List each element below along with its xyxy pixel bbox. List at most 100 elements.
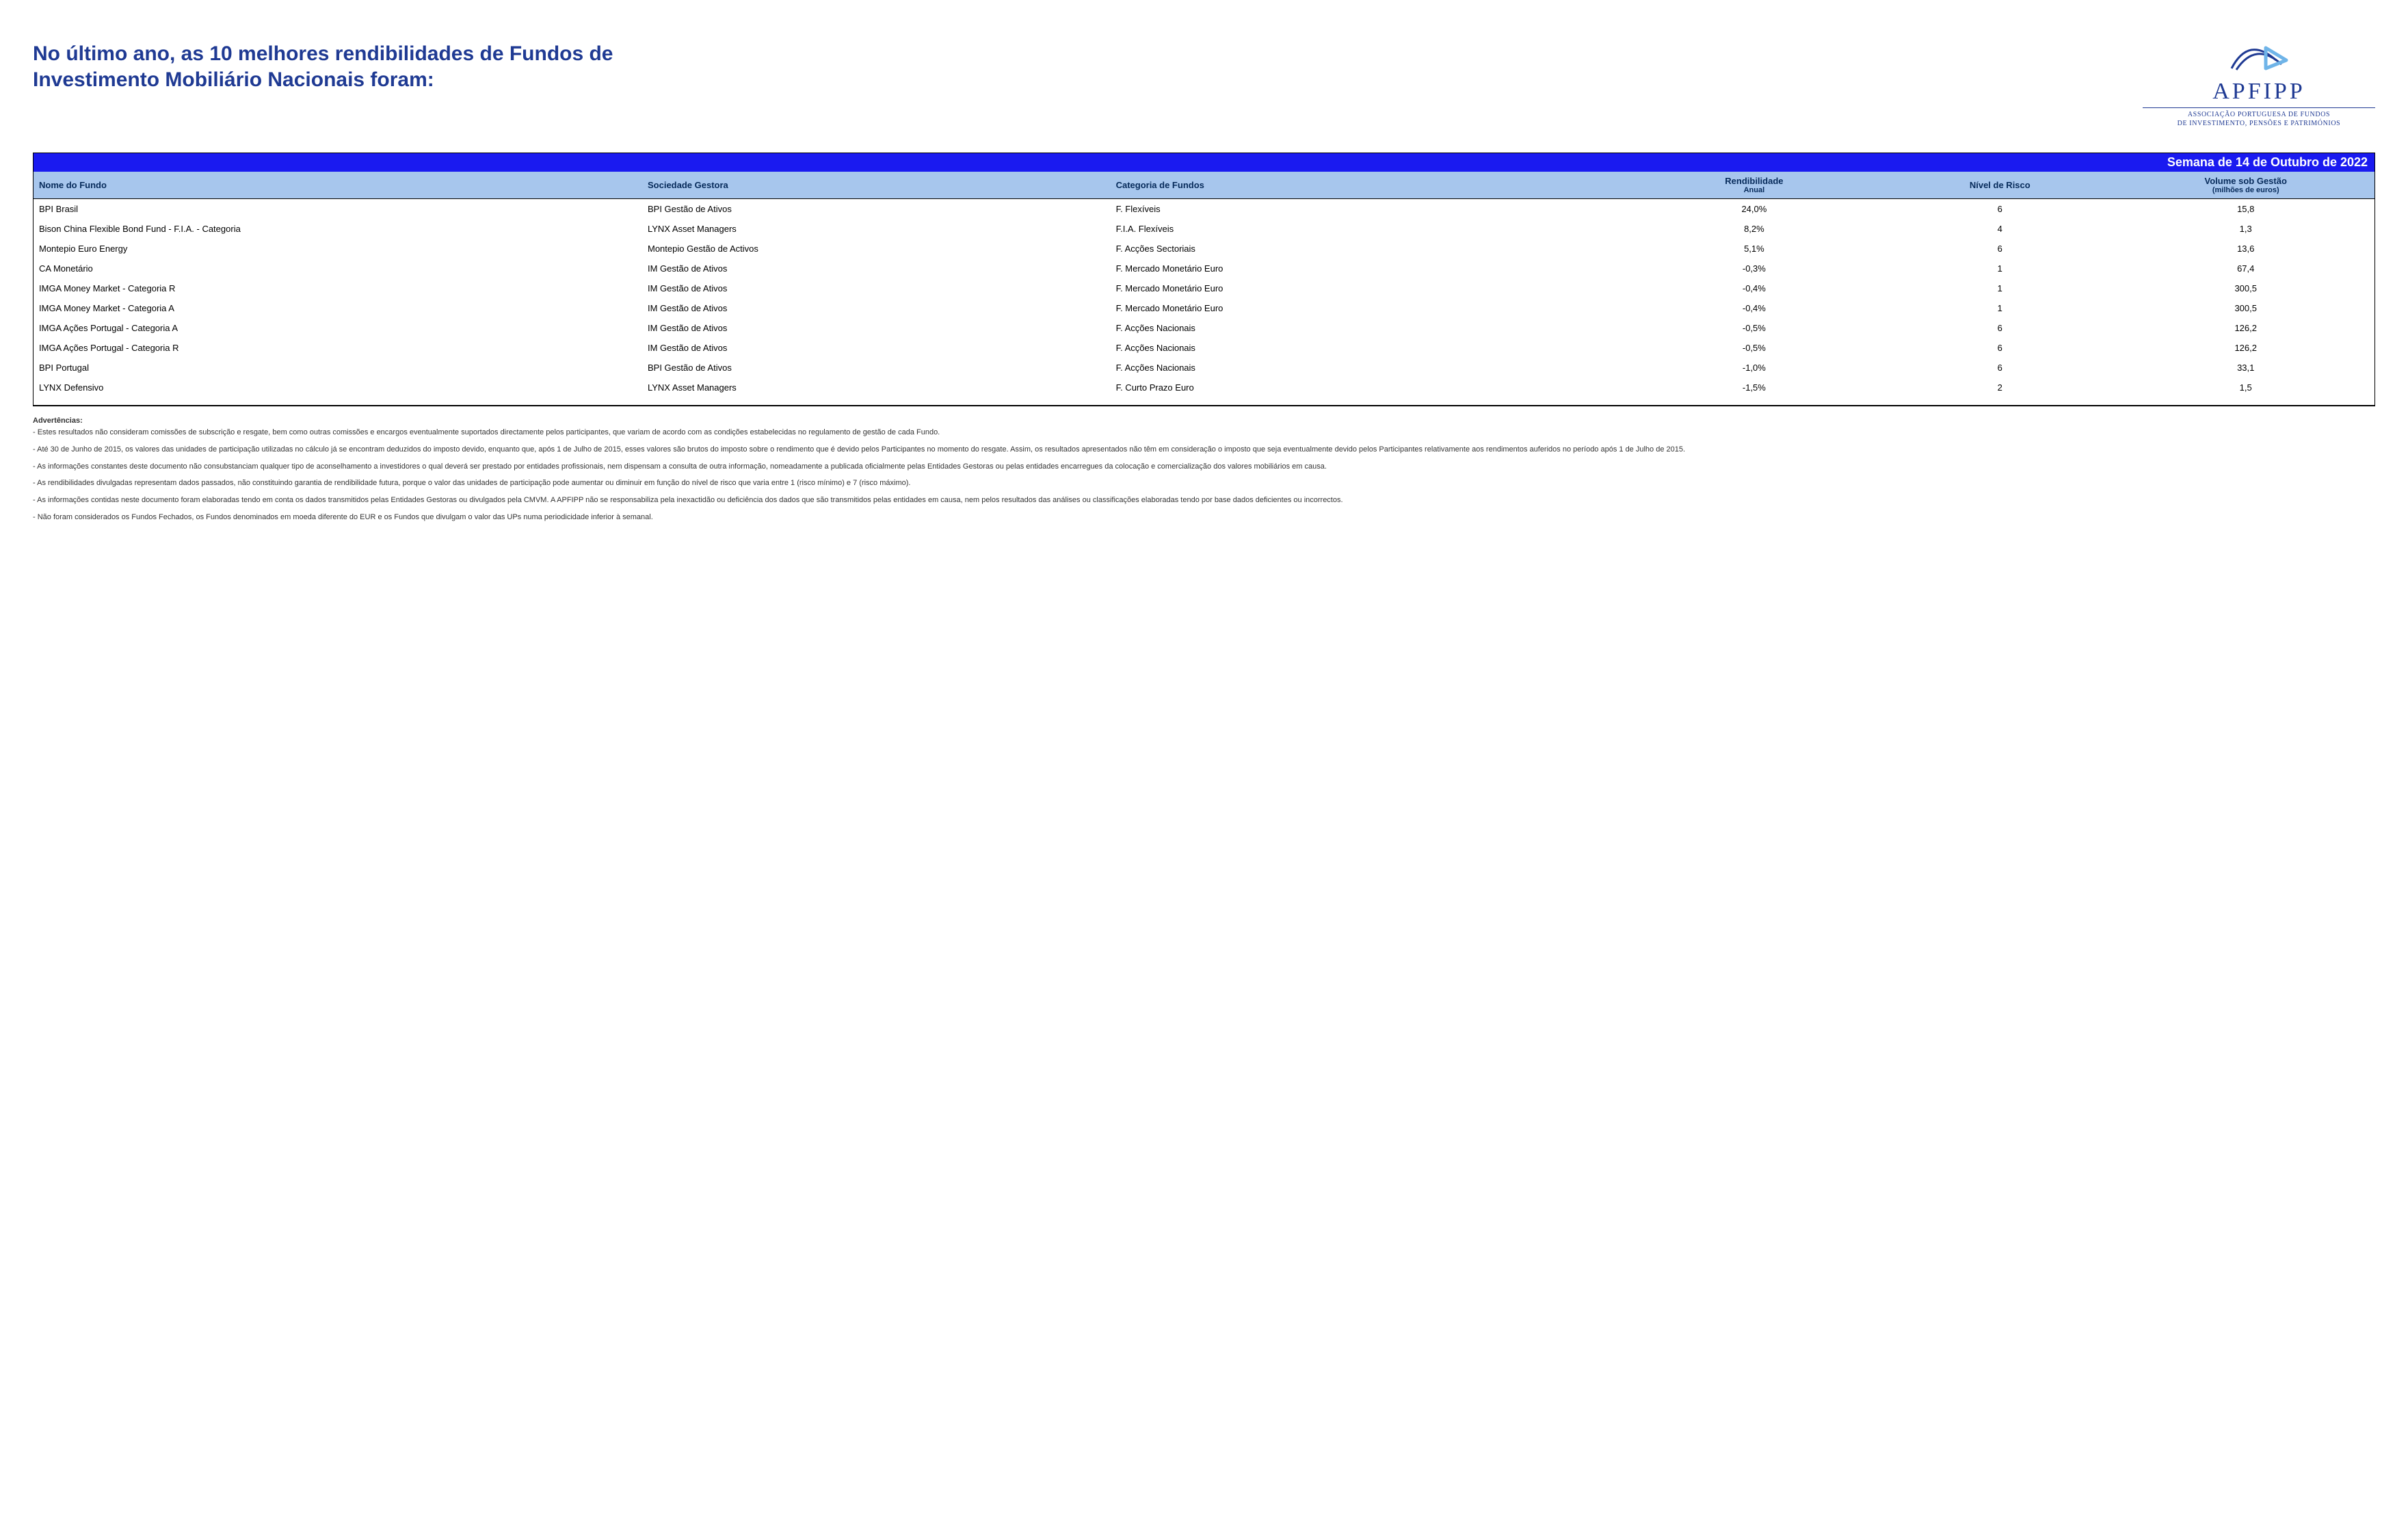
cell-yield: -1,0%: [1626, 358, 1883, 378]
col-header-volume-line1: Volume sob Gestão: [2205, 176, 2287, 186]
cell-volume: 1,5: [2117, 378, 2374, 405]
col-header-company: Sociedade Gestora: [642, 172, 1111, 199]
cell-volume: 300,5: [2117, 298, 2374, 318]
cell-volume: 15,8: [2117, 199, 2374, 220]
cell-volume: 13,6: [2117, 239, 2374, 259]
cell-fund-name: BPI Brasil: [34, 199, 642, 220]
table-row: IMGA Money Market - Categoria AIM Gestão…: [34, 298, 2374, 318]
col-header-yield-line1: Rendibilidade: [1725, 176, 1783, 186]
warning-item: - As informações constantes deste docume…: [33, 462, 2375, 472]
cell-company: IM Gestão de Ativos: [642, 278, 1111, 298]
cell-yield: -0,5%: [1626, 338, 1883, 358]
cell-category: F. Acções Nacionais: [1111, 338, 1626, 358]
cell-category: F. Acções Sectoriais: [1111, 239, 1626, 259]
cell-risk: 1: [1883, 259, 2117, 278]
col-header-yield: Rendibilidade Anual: [1626, 172, 1883, 199]
col-header-volume: Volume sob Gestão (milhões de euros): [2117, 172, 2374, 199]
table-row: IMGA Money Market - Categoria RIM Gestão…: [34, 278, 2374, 298]
cell-risk: 6: [1883, 239, 2117, 259]
cell-risk: 6: [1883, 358, 2117, 378]
col-header-name: Nome do Fundo: [34, 172, 642, 199]
cell-category: F. Mercado Monetário Euro: [1111, 259, 1626, 278]
cell-risk: 6: [1883, 338, 2117, 358]
warning-item: - As informações contidas neste document…: [33, 495, 2375, 506]
col-header-yield-line2: Anual: [1631, 186, 1878, 194]
table-row: Bison China Flexible Bond Fund - F.I.A. …: [34, 219, 2374, 239]
cell-company: IM Gestão de Ativos: [642, 338, 1111, 358]
cell-fund-name: Montepio Euro Energy: [34, 239, 642, 259]
warning-item: - Até 30 de Junho de 2015, os valores da…: [33, 445, 2375, 455]
table-row: IMGA Ações Portugal - Categoria AIM Gest…: [34, 318, 2374, 338]
cell-category: F. Curto Prazo Euro: [1111, 378, 1626, 405]
cell-yield: -0,4%: [1626, 298, 1883, 318]
week-band: Semana de 14 de Outubro de 2022: [34, 153, 2374, 172]
cell-fund-name: Bison China Flexible Bond Fund - F.I.A. …: [34, 219, 642, 239]
header-row: No último ano, as 10 melhores rendibilid…: [33, 41, 2375, 128]
cell-yield: -0,3%: [1626, 259, 1883, 278]
funds-table: Nome do Fundo Sociedade Gestora Categori…: [34, 172, 2374, 405]
cell-category: F.I.A. Flexíveis: [1111, 219, 1626, 239]
cell-company: IM Gestão de Ativos: [642, 318, 1111, 338]
warning-item: - As rendibilidades divulgadas represent…: [33, 478, 2375, 488]
cell-company: Montepio Gestão de Activos: [642, 239, 1111, 259]
cell-fund-name: IMGA Ações Portugal - Categoria R: [34, 338, 642, 358]
logo-icon: [2228, 41, 2290, 77]
cell-risk: 1: [1883, 278, 2117, 298]
logo-block: APFIPP ASSOCIAÇÃO PORTUGUESA DE FUNDOS D…: [2143, 41, 2375, 128]
cell-volume: 126,2: [2117, 318, 2374, 338]
table-row: BPI PortugalBPI Gestão de AtivosF. Acçõe…: [34, 358, 2374, 378]
table-row: CA MonetárioIM Gestão de AtivosF. Mercad…: [34, 259, 2374, 278]
logo-subtitle-line1: ASSOCIAÇÃO PORTUGUESA DE FUNDOS: [2188, 111, 2330, 118]
logo-name: APFIPP: [2212, 79, 2305, 105]
cell-category: F. Acções Nacionais: [1111, 318, 1626, 338]
cell-company: LYNX Asset Managers: [642, 219, 1111, 239]
logo-subtitle-line2: DE INVESTIMENTO, PENSÕES E PATRIMÓNIOS: [2178, 120, 2341, 127]
cell-fund-name: CA Monetário: [34, 259, 642, 278]
cell-yield: 8,2%: [1626, 219, 1883, 239]
cell-risk: 2: [1883, 378, 2117, 405]
cell-category: F. Flexíveis: [1111, 199, 1626, 220]
col-header-category: Categoria de Fundos: [1111, 172, 1626, 199]
col-header-risk: Nível de Risco: [1883, 172, 2117, 199]
cell-yield: 24,0%: [1626, 199, 1883, 220]
col-header-volume-line2: (milhões de euros): [2122, 186, 2369, 194]
cell-company: BPI Gestão de Ativos: [642, 358, 1111, 378]
table-row: BPI BrasilBPI Gestão de AtivosF. Flexíve…: [34, 199, 2374, 220]
cell-volume: 1,3: [2117, 219, 2374, 239]
cell-fund-name: BPI Portugal: [34, 358, 642, 378]
cell-company: LYNX Asset Managers: [642, 378, 1111, 405]
cell-category: F. Mercado Monetário Euro: [1111, 298, 1626, 318]
cell-risk: 6: [1883, 199, 2117, 220]
cell-category: F. Mercado Monetário Euro: [1111, 278, 1626, 298]
cell-yield: -0,5%: [1626, 318, 1883, 338]
cell-yield: -0,4%: [1626, 278, 1883, 298]
cell-yield: -1,5%: [1626, 378, 1883, 405]
table-container: Semana de 14 de Outubro de 2022 Nome do …: [33, 153, 2375, 406]
cell-company: IM Gestão de Ativos: [642, 259, 1111, 278]
page-title: No último ano, as 10 melhores rendibilid…: [33, 41, 703, 94]
cell-fund-name: IMGA Money Market - Categoria A: [34, 298, 642, 318]
warning-item: - Estes resultados não consideram comiss…: [33, 428, 2375, 438]
cell-volume: 33,1: [2117, 358, 2374, 378]
cell-volume: 126,2: [2117, 338, 2374, 358]
cell-volume: 300,5: [2117, 278, 2374, 298]
table-row: Montepio Euro EnergyMontepio Gestão de A…: [34, 239, 2374, 259]
logo-subtitle: ASSOCIAÇÃO PORTUGUESA DE FUNDOS DE INVES…: [2143, 107, 2375, 128]
cell-company: BPI Gestão de Ativos: [642, 199, 1111, 220]
warnings-block: Advertências: - Estes resultados não con…: [33, 416, 2375, 523]
cell-company: IM Gestão de Ativos: [642, 298, 1111, 318]
cell-volume: 67,4: [2117, 259, 2374, 278]
table-header-row: Nome do Fundo Sociedade Gestora Categori…: [34, 172, 2374, 199]
cell-fund-name: LYNX Defensivo: [34, 378, 642, 405]
cell-category: F. Acções Nacionais: [1111, 358, 1626, 378]
cell-fund-name: IMGA Money Market - Categoria R: [34, 278, 642, 298]
cell-fund-name: IMGA Ações Portugal - Categoria A: [34, 318, 642, 338]
warning-item: - Não foram considerados os Fundos Fecha…: [33, 512, 2375, 523]
table-row: LYNX DefensivoLYNX Asset ManagersF. Curt…: [34, 378, 2374, 405]
warnings-title: Advertências:: [33, 416, 2375, 426]
page-root: No último ano, as 10 melhores rendibilid…: [0, 0, 2408, 562]
cell-risk: 4: [1883, 219, 2117, 239]
cell-risk: 1: [1883, 298, 2117, 318]
table-row: IMGA Ações Portugal - Categoria RIM Gest…: [34, 338, 2374, 358]
cell-yield: 5,1%: [1626, 239, 1883, 259]
